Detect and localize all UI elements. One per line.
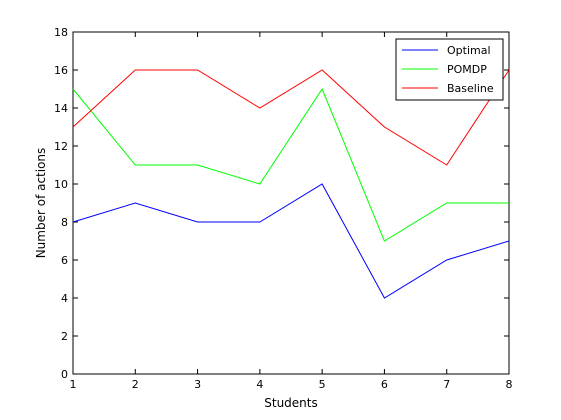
x-tick-label: 2 [132, 378, 139, 391]
legend: Optimal POMDP Baseline [395, 38, 504, 101]
legend-label-pomdp: POMDP [447, 63, 487, 76]
y-tick-label: 4 [61, 292, 68, 305]
y-tick-label: 16 [54, 64, 68, 77]
x-tick-label: 1 [70, 378, 77, 391]
x-tick-label: 7 [443, 378, 450, 391]
x-tick-label: 3 [194, 378, 201, 391]
y-tick-label: 8 [61, 216, 68, 229]
series-line-pomdp [72, 87, 509, 242]
series-line-optimal [72, 183, 510, 299]
y-tick-label: 18 [54, 26, 68, 39]
series-line-baseline [72, 69, 510, 166]
x-tick-label: 5 [319, 378, 326, 391]
y-tick-label: 14 [54, 102, 68, 115]
x-axis-label: Students [264, 396, 318, 410]
x-tick-label: 6 [381, 378, 388, 391]
y-tick-label: 6 [61, 254, 68, 267]
y-tick-label: 0 [61, 368, 68, 381]
y-tick-label: 10 [54, 178, 68, 191]
x-tick-label: 8 [506, 378, 513, 391]
series-lines [72, 69, 510, 299]
legend-label-baseline: Baseline [447, 82, 494, 95]
y-tick-label: 12 [54, 140, 68, 153]
x-tick-label: 4 [256, 378, 263, 391]
legend-label-optimal: Optimal [447, 44, 491, 57]
y-axis-label: Number of actions [34, 148, 48, 259]
y-tick-label: 2 [61, 330, 68, 343]
